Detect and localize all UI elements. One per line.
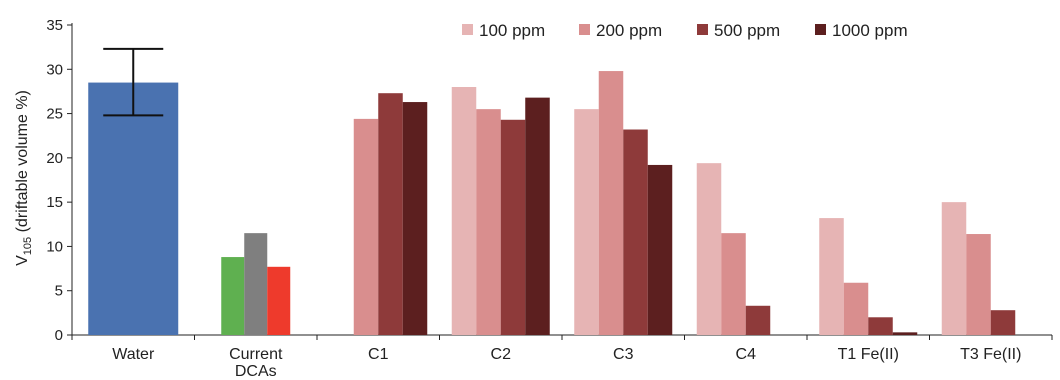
y-tick-label: 20 bbox=[46, 150, 63, 167]
y-axis-label-subscript: 105 bbox=[22, 237, 34, 255]
bar-500-ppm bbox=[378, 93, 403, 335]
bar-500-ppm bbox=[500, 119, 526, 336]
x-tick-label: T1 Fe(II) bbox=[838, 346, 899, 363]
x-tick-label: C2 bbox=[491, 346, 512, 363]
x-tick-label-line: T3 Fe(II) bbox=[960, 346, 1021, 363]
legend: 100 ppm 200 ppm 500 ppm 1000 ppm bbox=[462, 21, 908, 40]
x-tick-label-line: C2 bbox=[491, 346, 512, 363]
x-tick-label-line: C1 bbox=[368, 346, 389, 363]
x-tick-label-line: T1 Fe(II) bbox=[838, 346, 899, 363]
x-tick-label: C4 bbox=[736, 346, 757, 363]
bar-200-ppm bbox=[598, 71, 624, 336]
x-tick-label-line: Water bbox=[112, 346, 155, 363]
bar-current-dca bbox=[267, 266, 291, 335]
y-axis-label-suffix: (driftable volume %) bbox=[14, 90, 31, 237]
bar-1000-ppm bbox=[402, 102, 428, 335]
bar-200-ppm bbox=[966, 234, 991, 335]
bar-100-ppm bbox=[819, 218, 844, 335]
x-tick-label: T3 Fe(II) bbox=[960, 346, 1021, 363]
y-tick-label: 15 bbox=[46, 194, 63, 211]
legend-label: 500 ppm bbox=[714, 21, 780, 40]
bar-200-ppm bbox=[476, 109, 501, 336]
bar-200-ppm bbox=[721, 233, 746, 335]
bar-200-ppm bbox=[353, 118, 379, 335]
y-tick-label: 25 bbox=[46, 106, 63, 123]
legend-swatch bbox=[697, 24, 708, 35]
bar-500-ppm bbox=[868, 317, 893, 335]
x-tick-label-line: DCAs bbox=[235, 363, 277, 380]
legend-label: 200 ppm bbox=[596, 21, 662, 40]
x-tick-label-line: C4 bbox=[736, 346, 757, 363]
y-tick-label: 0 bbox=[55, 327, 63, 344]
y-tick-label: 30 bbox=[46, 61, 63, 78]
bar-1000-ppm bbox=[525, 97, 550, 335]
bar-100-ppm bbox=[574, 109, 599, 336]
bar-100-ppm bbox=[941, 202, 967, 335]
x-tick-label: Current DCAs bbox=[229, 346, 283, 380]
x-tick-label-line: C3 bbox=[613, 346, 634, 363]
y-axis-label-prefix: V bbox=[14, 255, 31, 266]
legend-label: 100 ppm bbox=[479, 21, 545, 40]
legend-swatch bbox=[462, 24, 473, 35]
x-axis: Water Current DCAs C1 C2 C3 C4 T1 Fe(II) T3 Fe(I… bbox=[71, 334, 1053, 380]
bar-100-ppm bbox=[696, 163, 722, 335]
y-tick-label: 10 bbox=[46, 238, 63, 255]
legend-swatch bbox=[579, 24, 590, 35]
x-tick-label-line: Current bbox=[229, 346, 283, 363]
bar-500-ppm bbox=[990, 310, 1016, 335]
bar-current-dca bbox=[221, 257, 245, 335]
bar-500-ppm bbox=[745, 305, 771, 335]
bar-100-ppm bbox=[451, 87, 477, 335]
y-tick-label: 35 bbox=[46, 17, 63, 34]
bar-200-ppm bbox=[843, 282, 869, 335]
y-axis-label: V105 (driftable volume %) bbox=[14, 90, 34, 266]
x-tick-label: C1 bbox=[368, 346, 389, 363]
bars bbox=[88, 47, 1016, 336]
bar-1000-ppm bbox=[892, 332, 918, 335]
y-tick-label: 5 bbox=[55, 283, 63, 300]
y-axis: 0 5 10 15 20 25 30 35 bbox=[46, 17, 73, 344]
bar-water bbox=[88, 82, 179, 335]
bar-1000-ppm bbox=[647, 164, 673, 335]
bar-500-ppm bbox=[623, 129, 648, 335]
legend-swatch bbox=[815, 24, 826, 35]
legend-label: 1000 ppm bbox=[832, 21, 908, 40]
bar-current-dca bbox=[244, 233, 268, 335]
x-tick-label: C3 bbox=[613, 346, 634, 363]
x-tick-label: Water bbox=[112, 346, 155, 363]
